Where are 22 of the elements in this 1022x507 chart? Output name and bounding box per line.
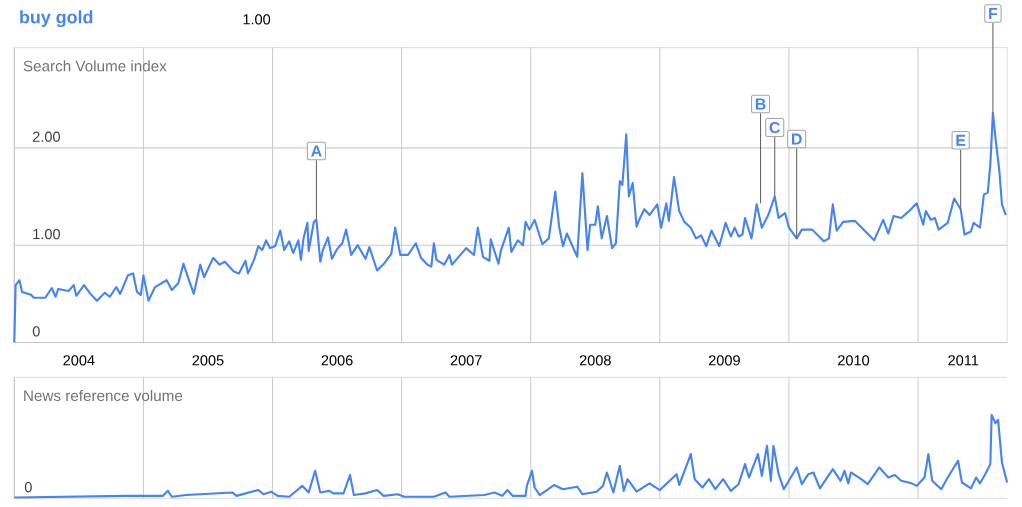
text: buy gold xyxy=(20,10,93,27)
y-tick-label: 2.00 xyxy=(32,131,60,142)
y-tick-label: 0 xyxy=(32,326,40,337)
y-axis-title: News reference volume xyxy=(24,389,183,401)
annotation: E xyxy=(956,134,966,146)
x-tick-label: 2007 xyxy=(450,354,482,366)
x-tick-label: 2011 xyxy=(948,354,979,366)
x-tick-label: 2005 xyxy=(192,354,224,366)
y-tick-label: 1.00 xyxy=(33,228,60,240)
x-tick-label: 2009 xyxy=(708,354,740,366)
x-tick-label: 2006 xyxy=(321,354,353,366)
y-axis-title: Search Volume index xyxy=(23,60,167,72)
annotation: D xyxy=(792,133,802,145)
annotation: B xyxy=(755,98,766,110)
x-tick-label: 2010 xyxy=(838,354,870,366)
x-tick-label: 2008 xyxy=(579,354,611,366)
text: 1.00 xyxy=(243,13,271,25)
x-tick-label: 2004 xyxy=(63,354,95,366)
annotation: F xyxy=(989,7,998,19)
annotation: C xyxy=(769,121,781,133)
annotation: 0 xyxy=(24,481,32,493)
annotation: A xyxy=(311,145,322,157)
